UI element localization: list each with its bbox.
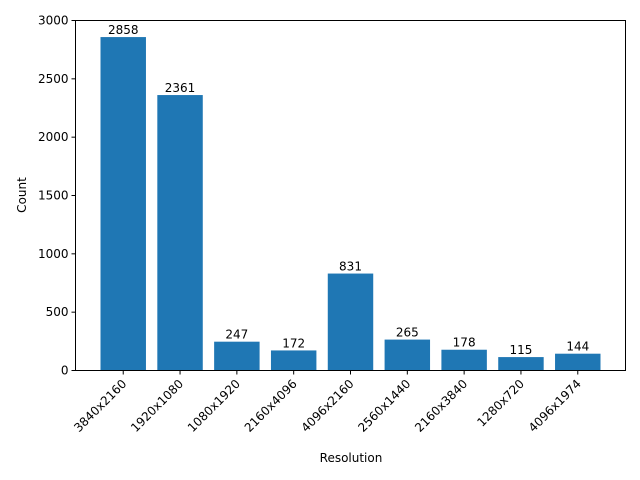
y-tick-label: 2500 (38, 72, 69, 86)
y-tick-label: 0 (61, 364, 69, 378)
data-label: 178 (453, 336, 476, 350)
data-label: 831 (339, 260, 362, 274)
x-tick-label: 2160x4096 (242, 377, 300, 435)
data-label: 247 (225, 328, 248, 342)
y-tick-label: 1000 (38, 247, 69, 261)
x-axis-label: Resolution (320, 451, 383, 465)
data-label: 172 (282, 336, 305, 350)
x-tick-label: 3840x2160 (71, 377, 129, 435)
bar-2160x4096 (270, 350, 317, 371)
x-tick-label: 1920x1080 (128, 377, 186, 435)
x-tick-label: 4096x1974 (526, 377, 584, 435)
x-tick-label: 4096x2160 (299, 377, 357, 435)
bar-2560x1440 (384, 339, 431, 371)
x-tick-label: 1280x720 (474, 377, 527, 430)
x-tick-label: 2560x1440 (355, 377, 413, 435)
x-tick-label: 1080x1920 (185, 377, 243, 435)
plot-frame (75, 20, 626, 371)
bar-3840x2160 (100, 37, 146, 371)
bar-1080x1920 (214, 341, 260, 371)
y-tick-label: 2000 (38, 130, 69, 144)
bar-1280x720 (498, 357, 544, 371)
y-tick-label: 500 (46, 305, 69, 319)
y-tick-label: 1500 (38, 189, 69, 203)
bar-2160x3840 (441, 349, 487, 371)
bar-4096x1974 (555, 353, 601, 371)
data-label: 265 (396, 326, 419, 340)
y-axis-label: Count (15, 177, 29, 213)
data-label: 115 (510, 343, 533, 357)
y-tick-label: 3000 (38, 14, 69, 28)
bar-4096x2160 (327, 273, 374, 371)
x-tick-label: 2160x3840 (412, 377, 470, 435)
data-label: 2858 (108, 23, 139, 37)
data-label: 144 (566, 340, 589, 354)
data-label: 2361 (165, 81, 196, 95)
bar-1920x1080 (157, 95, 203, 371)
